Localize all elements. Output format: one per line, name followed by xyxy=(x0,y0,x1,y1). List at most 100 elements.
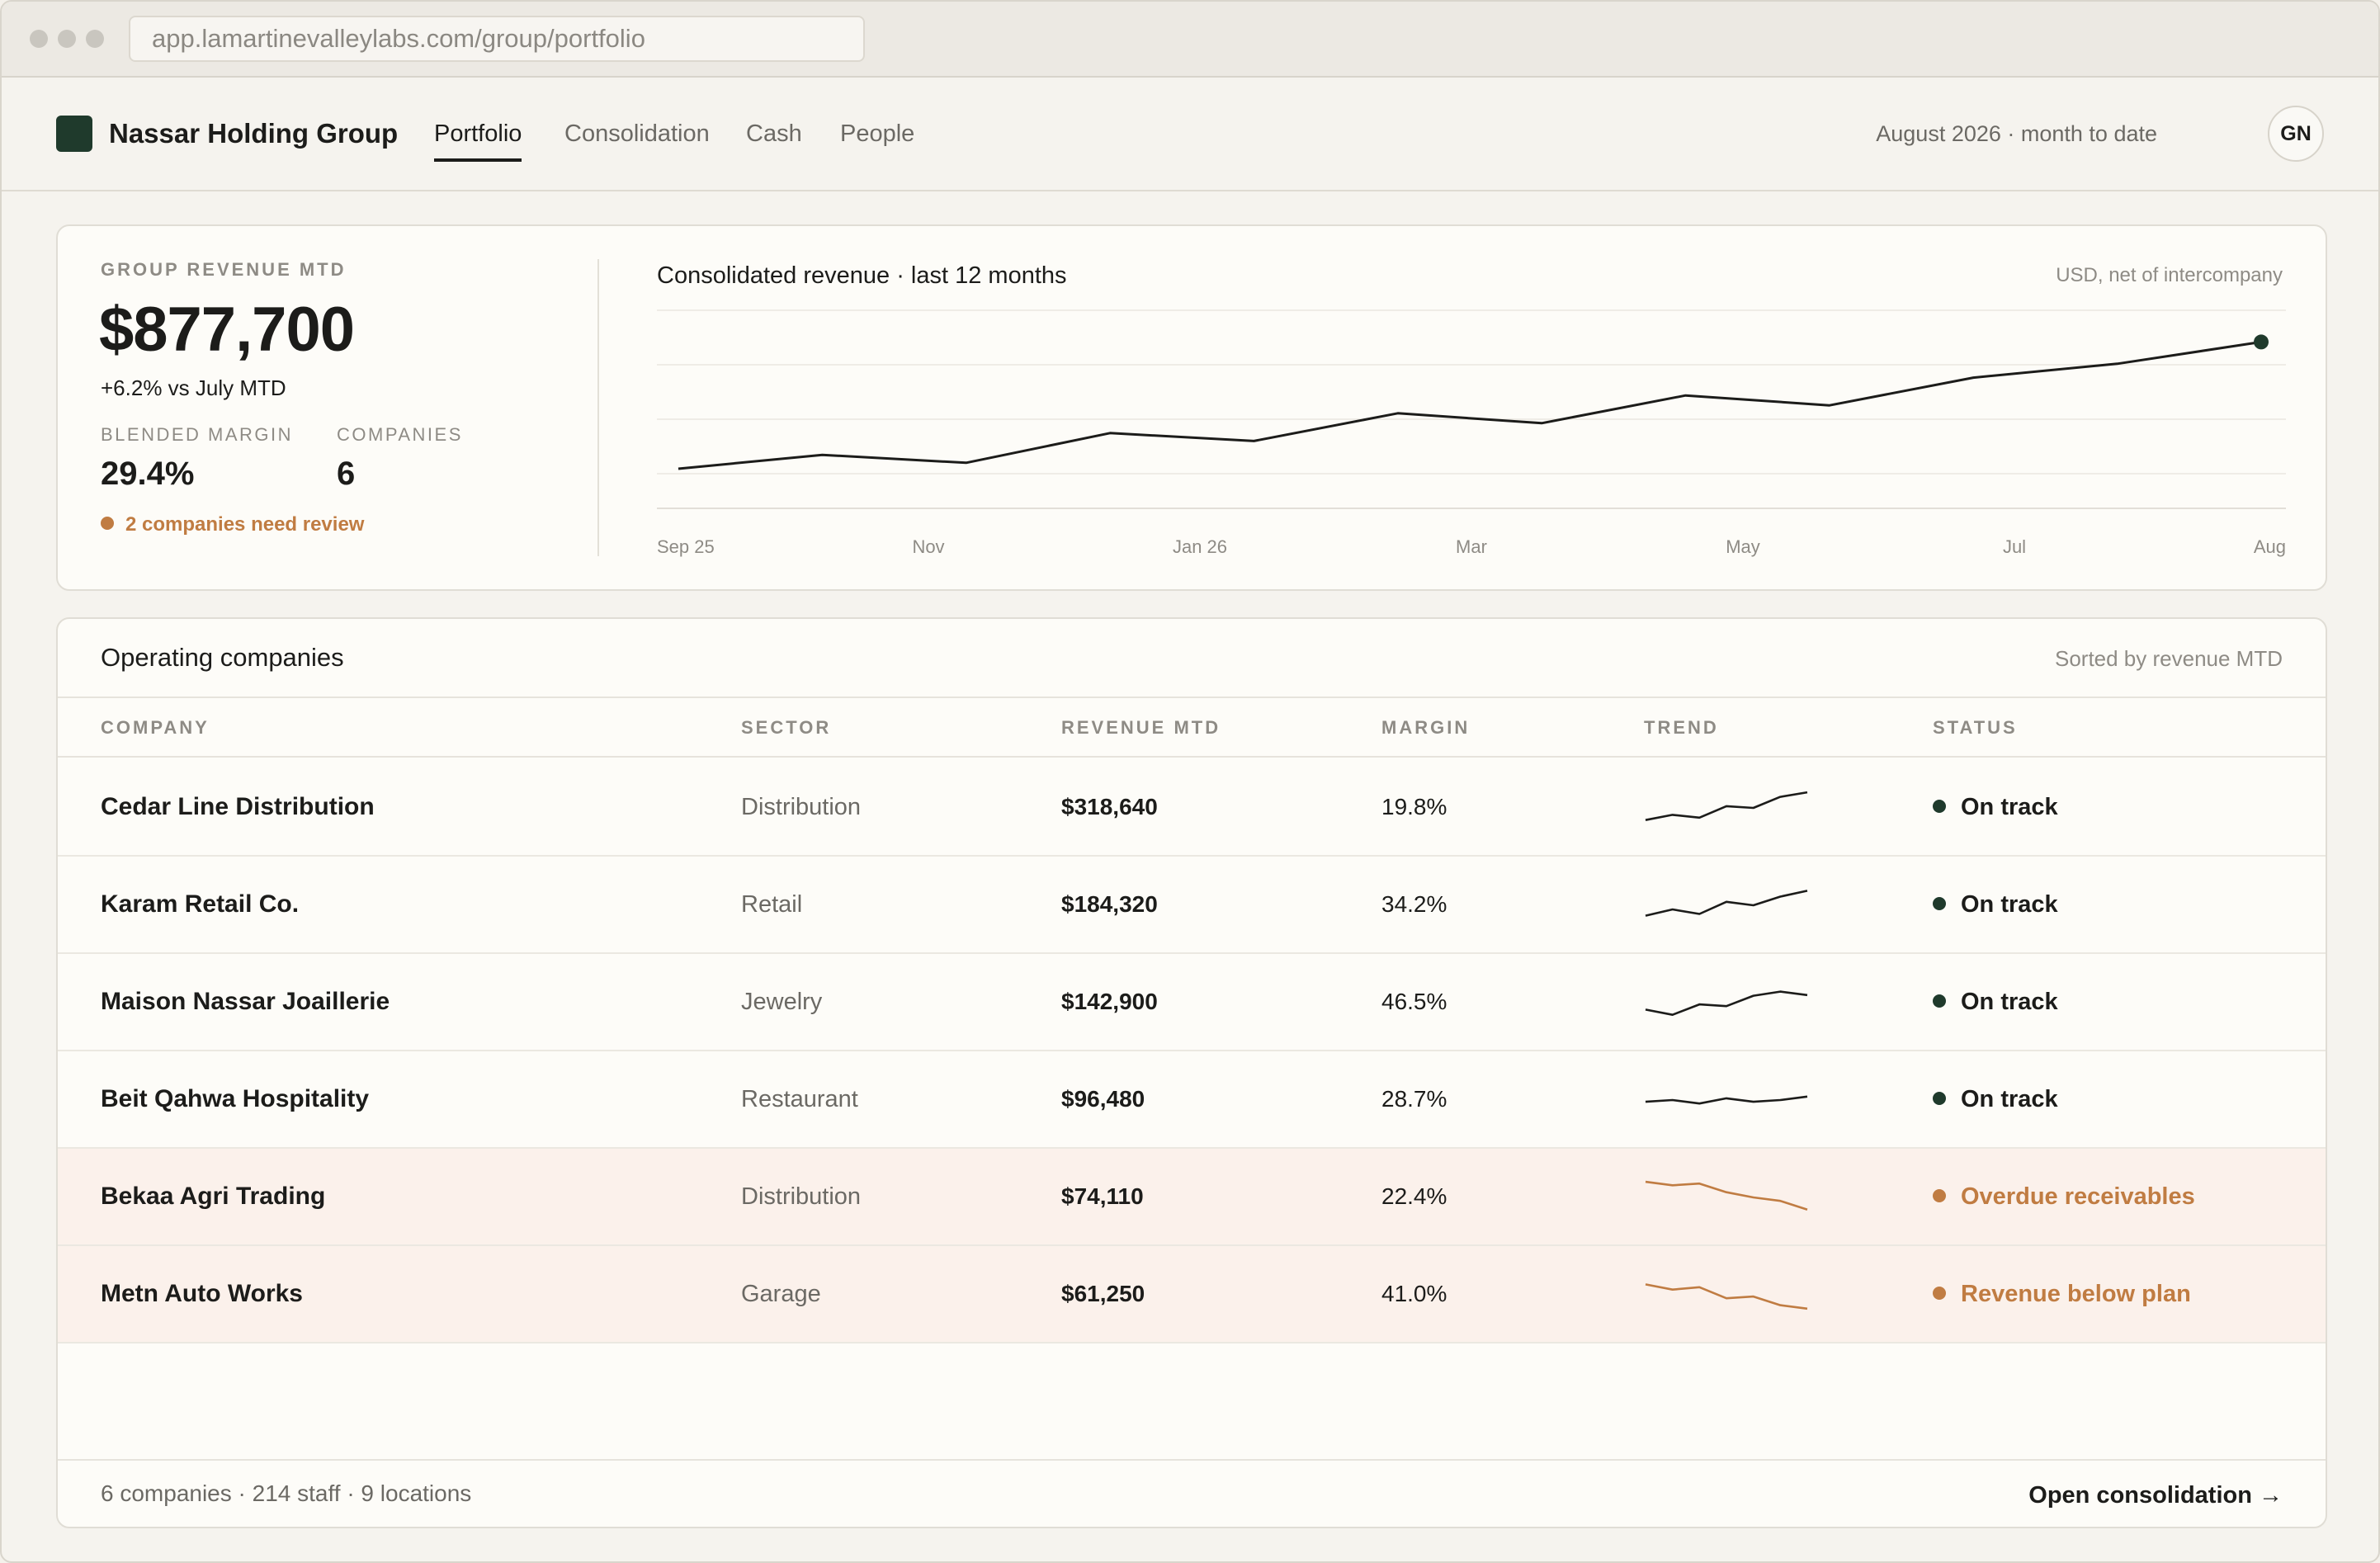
company-sector: Distribution xyxy=(741,1183,862,1210)
status-dot-icon xyxy=(1933,1189,1946,1202)
company-margin: 22.4% xyxy=(1381,1183,1447,1209)
status-dot-icon xyxy=(1933,1287,1946,1300)
x-tick-label: Mar xyxy=(1456,536,1487,557)
company-name[interactable]: Maison Nassar Joaillerie xyxy=(101,988,390,1015)
footer-summary: 6 companies · 214 staff · 9 locations xyxy=(101,1480,472,1506)
revenue-line-chart: Sep 25 Nov Jan 26 Mar May Jul Aug xyxy=(657,309,2286,557)
company-margin: 28.7% xyxy=(1381,1086,1447,1112)
company-margin: 46.5% xyxy=(1381,989,1447,1014)
brand-name[interactable]: Nassar Holding Group xyxy=(109,118,399,149)
table-row[interactable]: Bekaa Agri Trading Distribution $74,110 22.… xyxy=(58,1149,2326,1246)
sort-indicator[interactable]: Sorted by revenue MTD xyxy=(2054,646,2283,671)
trend-sparkline xyxy=(1645,1180,1808,1211)
browser-chrome: app.lamartinevalleylabs.com/group/portfo… xyxy=(2,2,2378,78)
status-text: Overdue receivables xyxy=(1961,1183,2195,1210)
header-company[interactable]: COMPANY xyxy=(101,717,210,738)
company-revenue: $74,110 xyxy=(1061,1183,1144,1209)
period-selector[interactable]: August 2026 · month to date xyxy=(1876,121,2157,146)
header-status[interactable]: STATUS xyxy=(1933,717,2018,738)
company-margin: 41.0% xyxy=(1381,1281,1447,1306)
company-sector: Jewelry xyxy=(741,989,823,1015)
sparkline-path xyxy=(1645,1180,1808,1211)
tab-cash[interactable]: Cash xyxy=(746,120,802,147)
table-row[interactable]: Karam Retail Co. Retail $184,320 34.2% On tr… xyxy=(58,857,2326,954)
status-badge: On track xyxy=(1933,954,2058,1050)
status-dot-icon xyxy=(1933,1092,1946,1105)
table-title: Operating companies xyxy=(101,643,344,672)
company-sector: Distribution xyxy=(741,794,862,820)
company-name[interactable]: Beit Qahwa Hospitality xyxy=(101,1085,370,1112)
window-maximize-dot[interactable] xyxy=(86,30,104,48)
x-tick-label: May xyxy=(1726,536,1760,557)
x-tick-label: Sep 25 xyxy=(657,536,715,557)
company-revenue: $96,480 xyxy=(1061,1086,1145,1112)
company-name[interactable]: Metn Auto Works xyxy=(101,1280,303,1307)
open-consolidation-link[interactable]: Open consolidation → xyxy=(2028,1482,2283,1509)
group-revenue-value: $877,700 xyxy=(99,295,355,365)
group-revenue-label: GROUP REVENUE MTD xyxy=(101,259,347,280)
sparkline-path xyxy=(1645,1283,1808,1310)
status-text: On track xyxy=(1961,891,2058,918)
status-badge: Overdue receivables xyxy=(1933,1149,2195,1244)
latest-point-marker xyxy=(2254,334,2269,350)
companies-label: COMPANIES xyxy=(337,424,463,445)
address-bar[interactable]: app.lamartinevalleylabs.com/group/portfo… xyxy=(129,16,865,62)
companies-table-card: Operating companies Sorted by revenue MT… xyxy=(56,617,2327,1528)
company-sector: Garage xyxy=(741,1281,821,1307)
revenue-summary-card: GROUP REVENUE MTD $877,700 +6.2% vs July… xyxy=(56,224,2327,591)
company-revenue: $318,640 xyxy=(1061,794,1158,819)
status-badge: On track xyxy=(1933,857,2058,952)
tab-people[interactable]: People xyxy=(840,120,915,147)
company-name[interactable]: Karam Retail Co. xyxy=(101,890,300,918)
company-revenue: $142,900 xyxy=(1061,989,1158,1014)
trend-sparkline xyxy=(1645,990,1808,1017)
card-divider xyxy=(597,259,599,556)
revenue-series-line xyxy=(678,340,2262,470)
status-text: On track xyxy=(1961,794,2058,820)
tab-portfolio[interactable]: Portfolio xyxy=(434,114,522,162)
status-text: On track xyxy=(1961,1086,2058,1112)
header-revenue[interactable]: REVENUE MTD xyxy=(1061,717,1221,738)
sparkline-path xyxy=(1645,791,1808,821)
status-badge: Revenue below plan xyxy=(1933,1246,2191,1342)
table-row[interactable]: Cedar Line Distribution Distribution $318,… xyxy=(58,759,2326,857)
review-alert-link[interactable]: 2 companies need review xyxy=(101,508,364,541)
status-text: Revenue below plan xyxy=(1961,1281,2191,1307)
sparkline-path xyxy=(1645,890,1808,917)
header-margin[interactable]: MARGIN xyxy=(1381,717,1471,738)
company-margin: 19.8% xyxy=(1381,794,1447,819)
x-tick-label: Nov xyxy=(912,536,944,557)
x-tick-label: Jan 26 xyxy=(1173,536,1227,557)
status-dot-icon xyxy=(1933,994,1946,1008)
company-name[interactable]: Cedar Line Distribution xyxy=(101,793,375,820)
company-sector: Retail xyxy=(741,891,803,918)
tab-consolidation[interactable]: Consolidation xyxy=(564,120,710,147)
status-badge: On track xyxy=(1933,1051,2058,1147)
table-footer: 6 companies · 214 staff · 9 locations Op… xyxy=(58,1459,2326,1527)
status-dot-icon xyxy=(1933,800,1946,813)
table-row[interactable]: Maison Nassar Joaillerie Jewelry $142,900 4… xyxy=(58,954,2326,1051)
company-revenue: $184,320 xyxy=(1061,891,1158,917)
chart-unit-note: USD, net of intercompany xyxy=(2056,264,2283,286)
sparkline-path xyxy=(1645,990,1808,1017)
header-sector[interactable]: SECTOR xyxy=(741,717,832,738)
trend-sparkline xyxy=(1645,890,1808,917)
brand-logo-icon[interactable] xyxy=(56,116,92,152)
table-row[interactable]: Metn Auto Works Garage $61,250 41.0% Revenue… xyxy=(58,1246,2326,1343)
company-sector: Restaurant xyxy=(741,1086,858,1112)
user-avatar[interactable]: GN xyxy=(2268,106,2324,162)
table-row[interactable]: Beit Qahwa Hospitality Restaurant $96,480 2… xyxy=(58,1051,2326,1149)
x-tick-label: Jul xyxy=(2003,536,2026,557)
revenue-delta: +6.2% vs July MTD xyxy=(101,375,286,400)
company-margin: 34.2% xyxy=(1381,891,1447,917)
table-header: COMPANY SECTOR REVENUE MTD MARGIN TREND … xyxy=(58,697,2326,758)
window-minimize-dot[interactable] xyxy=(58,30,76,48)
company-revenue: $61,250 xyxy=(1061,1281,1145,1306)
trend-sparkline xyxy=(1645,1283,1808,1310)
company-name[interactable]: Bekaa Agri Trading xyxy=(101,1183,326,1210)
companies-count: 6 xyxy=(337,456,356,492)
status-text: On track xyxy=(1961,989,2058,1015)
status-dot-icon xyxy=(1933,897,1946,910)
window-close-dot[interactable] xyxy=(30,30,48,48)
